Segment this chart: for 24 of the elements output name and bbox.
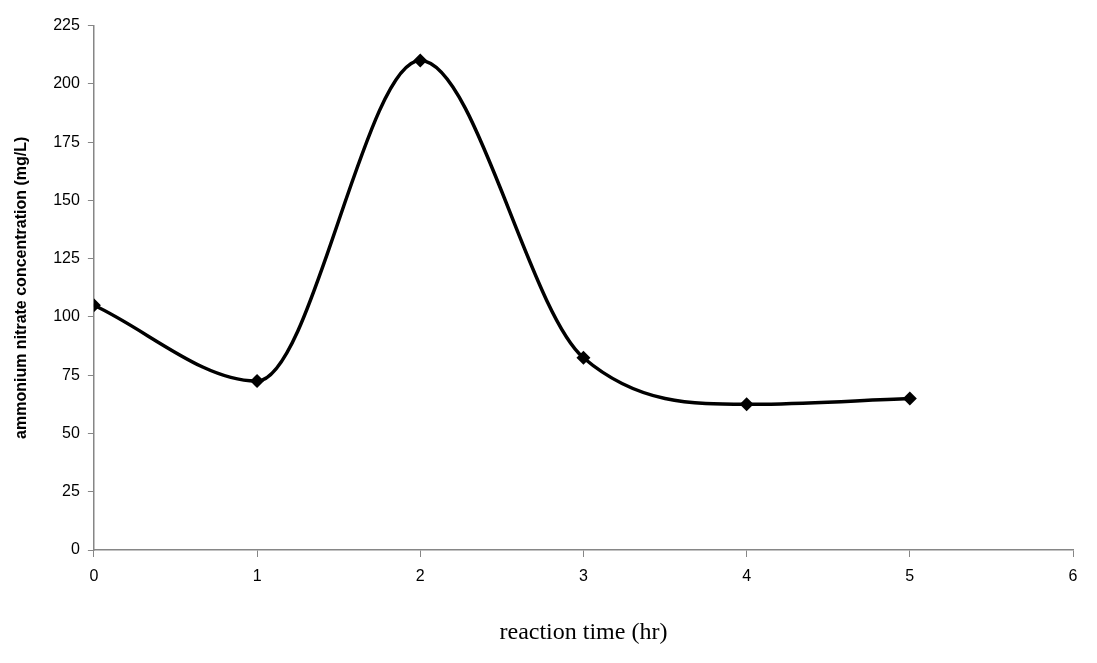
x-tick-label: 2 <box>415 567 425 585</box>
y-tick-label: 75 <box>62 365 80 383</box>
y-tick-label: 150 <box>53 190 80 208</box>
y-tick-label: 100 <box>53 307 80 325</box>
point <box>413 53 428 68</box>
point <box>902 391 917 406</box>
x-tick-label: 1 <box>252 567 262 585</box>
y-axis-title: ammonium nitrate concentration (mg/L) <box>12 136 30 439</box>
x-tick-label: 0 <box>89 567 99 585</box>
y-tick-label: 225 <box>53 16 80 34</box>
y-tick-label: 200 <box>53 74 80 92</box>
point <box>739 397 754 412</box>
y-tick-label: 50 <box>62 423 80 441</box>
y-tick-label: 125 <box>53 249 80 267</box>
x-tick-label: 6 <box>1068 567 1078 585</box>
point <box>250 374 265 389</box>
y-tick-label: 175 <box>53 132 80 150</box>
x-tick-label: 3 <box>578 567 588 585</box>
y-tick-label: 0 <box>70 540 80 558</box>
x-tick-label: 4 <box>742 567 752 585</box>
point <box>576 350 591 365</box>
y-tick-label: 25 <box>62 482 80 500</box>
x-tick-label: 5 <box>905 567 915 585</box>
x-axis-title: reaction time (hr) <box>499 617 668 644</box>
